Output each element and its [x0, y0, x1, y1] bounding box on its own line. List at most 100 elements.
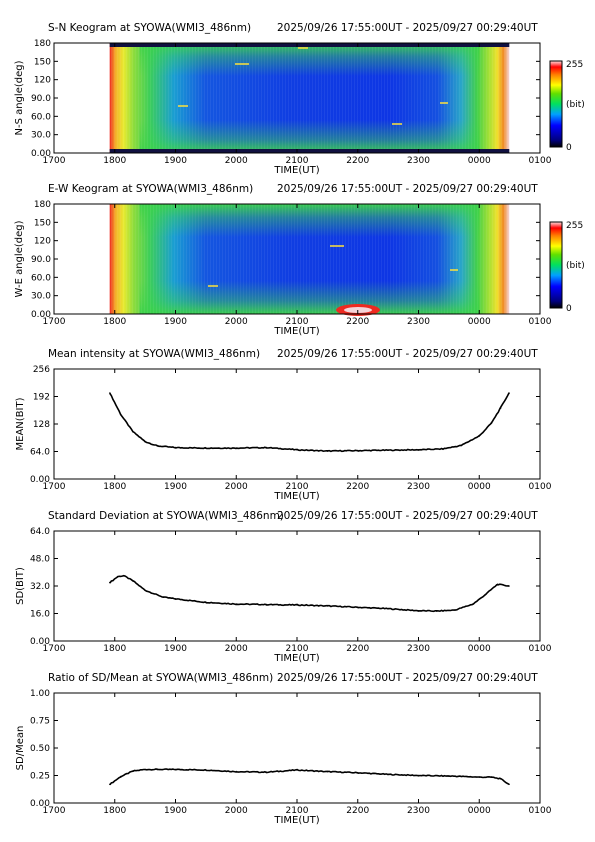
- sd-mean-ratio-data-point: [448, 775, 450, 777]
- sd-mean-ratio-data-point: [132, 770, 134, 772]
- mean-intensity-title: Mean intensity at SYOWA(WMI3_486nm): [48, 348, 260, 360]
- std-deviation-data-point: [284, 604, 286, 606]
- std-deviation-ytick-label: 0.00: [30, 637, 50, 647]
- std-deviation-data-point: [326, 605, 329, 607]
- ew-keogram-xtick-label: 1900: [164, 317, 187, 327]
- sd-mean-ratio-series-line: [109, 768, 510, 786]
- sn-keogram-xlabel: TIME(UT): [273, 165, 319, 176]
- mean-intensity-data-point: [460, 444, 462, 447]
- sd-mean-ratio-ytick-label: 0.00: [30, 799, 50, 809]
- sd-mean-ratio-data-point: [120, 775, 122, 778]
- sd-mean-ratio-ytick-label: 1.00: [30, 689, 50, 699]
- ew-keogram-ytick-label: 0.00: [31, 310, 51, 320]
- mean-intensity-xtick-label: 1900: [164, 482, 187, 492]
- sd-mean-ratio-panel: Ratio of SD/Mean at SYOWA(WMI3_486nm) 202…: [15, 672, 552, 826]
- sd-mean-ratio-data-point: [490, 776, 493, 778]
- std-deviation-ytick-label: 32.0: [30, 582, 50, 592]
- sn-keogram-time-range: 2025/09/26 17:55:00UT - 2025/09/27 00:29…: [277, 22, 538, 34]
- sd-mean-ratio-xtick-label: 1900: [164, 806, 187, 816]
- std-deviation-data-point: [205, 601, 207, 604]
- mean-intensity-xtick-label: 1700: [43, 482, 66, 492]
- sn-keogram-panel: S-N Keogram at SYOWA(WMI3_486nm) 2025/09/…: [14, 22, 585, 176]
- ew-keogram-image: [109, 204, 510, 316]
- ew-keogram-colorbar-min: 0: [566, 304, 572, 314]
- std-deviation-xtick-label: 2300: [407, 644, 430, 654]
- mean-intensity-data-point: [144, 440, 146, 443]
- std-deviation-data-point: [144, 589, 146, 592]
- sn-keogram-ytick-label: 180: [34, 39, 51, 49]
- sn-keogram-ytick-label: 150: [34, 57, 51, 67]
- ew-keogram-xtick-label: 1700: [43, 317, 66, 327]
- ew-keogram-xtick-label: 1800: [103, 317, 126, 327]
- std-deviation-xtick-label: 1900: [164, 644, 187, 654]
- mean-intensity-xtick-label: 2100: [286, 482, 309, 492]
- mean-intensity-data-point: [417, 449, 420, 451]
- std-deviation-time-range: 2025/09/26 17:55:00UT - 2025/09/27 00:29…: [277, 510, 538, 522]
- mean-intensity-data-point: [499, 407, 502, 409]
- mean-intensity-ytick-label: 0.00: [30, 475, 50, 485]
- std-deviation-data-point: [296, 604, 298, 606]
- mean-intensity-data-point: [235, 447, 238, 449]
- sd-mean-ratio-ytick-label: 0.50: [30, 744, 50, 754]
- mean-intensity-series-line: [109, 392, 510, 453]
- ew-keogram-colorbar-max: 255: [566, 221, 583, 231]
- sd-mean-ratio-data-point: [265, 771, 268, 773]
- mean-intensity-xtick-label: 0000: [468, 482, 491, 492]
- mean-intensity-ytick-label: 256: [33, 365, 50, 375]
- sn-keogram-colorbar: 255 (bit) 0: [549, 60, 585, 153]
- mean-intensity-panel: Mean intensity at SYOWA(WMI3_486nm) 2025/…: [15, 348, 552, 502]
- sn-keogram-xtick-label: 2100: [286, 156, 309, 166]
- sn-keogram-xtick-label: 1800: [103, 156, 126, 166]
- std-deviation-data-point: [109, 581, 111, 584]
- ew-keogram-ytick-label: 120: [34, 237, 51, 247]
- sn-keogram-image: [109, 43, 510, 153]
- sd-mean-ratio-data-point: [156, 768, 159, 771]
- ew-keogram-xtick-label: 0100: [529, 317, 552, 327]
- sn-keogram-ytick-label: 0.00: [31, 149, 51, 159]
- sn-keogram-ytick-label: 90.0: [31, 94, 51, 104]
- std-deviation-data-point: [117, 575, 119, 578]
- ew-keogram-xtick-label: 2100: [286, 317, 309, 327]
- mean-intensity-xtick-label: 1800: [103, 482, 126, 492]
- ew-keogram-ytick-label: 90.0: [31, 255, 51, 265]
- sd-mean-ratio-time-range: 2025/09/26 17:55:00UT - 2025/09/27 00:29…: [277, 672, 538, 684]
- sd-mean-ratio-data-point: [235, 770, 238, 773]
- sd-mean-ratio-ylabel: SD/Mean: [15, 726, 26, 771]
- mean-intensity-data-point: [174, 446, 177, 449]
- std-deviation-ytick-label: 16.0: [30, 610, 50, 620]
- std-deviation-ytick-label: 64.0: [30, 527, 50, 537]
- sn-keogram-ytick-label: 60.0: [31, 112, 51, 122]
- sd-mean-ratio-xtick-label: 2300: [407, 806, 430, 816]
- sd-mean-ratio-xtick-label: 2200: [346, 806, 369, 816]
- sn-keogram-top-band: [109, 43, 510, 47]
- mean-intensity-data-point: [326, 450, 329, 452]
- std-deviation-data-point: [265, 603, 268, 606]
- mean-intensity-time-range: 2025/09/26 17:55:00UT - 2025/09/27 00:29…: [277, 348, 538, 360]
- ew-keogram-colorbar: 255 (bit) 0: [549, 221, 585, 314]
- mean-intensity-data-point: [109, 392, 111, 394]
- mean-intensity-xtick-label: 2200: [346, 482, 369, 492]
- sn-keogram-ytick-label: 120: [34, 76, 51, 86]
- ew-keogram-texture: [109, 204, 510, 314]
- ew-keogram-ylabel: W-E angle(deg): [14, 220, 25, 297]
- std-deviation-xtick-label: 2200: [346, 644, 369, 654]
- sd-mean-ratio-data-point: [417, 774, 420, 777]
- sn-keogram-xtick-label: 1900: [164, 156, 187, 166]
- mean-intensity-data-point: [296, 449, 298, 451]
- mean-intensity-xlabel: TIME(UT): [273, 491, 319, 502]
- mean-intensity-data-point: [478, 435, 481, 437]
- sd-mean-ratio-frame: [53, 692, 541, 804]
- sn-keogram-xtick-label: 2000: [225, 156, 248, 166]
- std-deviation-xtick-label: 2000: [225, 644, 248, 654]
- sd-mean-ratio-data-point: [466, 775, 468, 778]
- std-deviation-data-point: [387, 607, 389, 610]
- mean-intensity-data-point: [132, 430, 134, 433]
- sn-keogram-colorbar-scale: [549, 60, 563, 148]
- sd-mean-ratio-data-point: [357, 772, 359, 774]
- sn-keogram-texture: [109, 43, 510, 153]
- std-deviation-xtick-label: 0000: [468, 644, 491, 654]
- std-deviation-series-line: [109, 574, 509, 613]
- sd-mean-ratio-data-point: [326, 770, 329, 773]
- ew-keogram-time-range: 2025/09/26 17:55:00UT - 2025/09/27 00:29…: [277, 183, 538, 195]
- mean-intensity-xtick-label: 0100: [529, 482, 552, 492]
